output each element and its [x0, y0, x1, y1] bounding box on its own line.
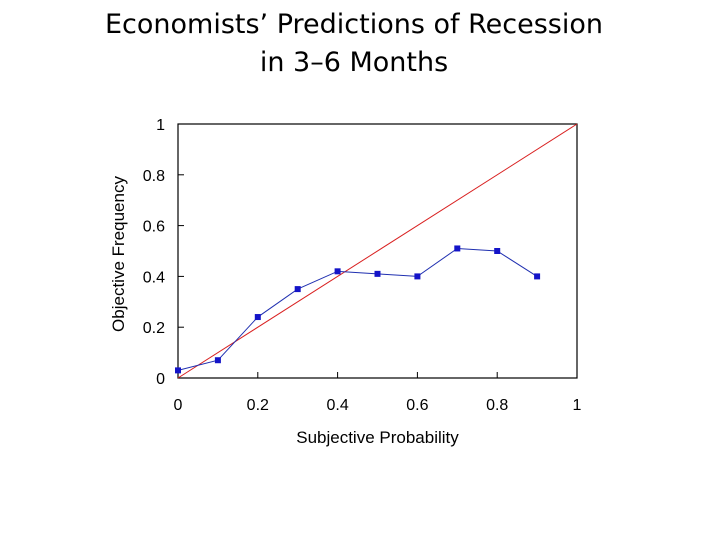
- plot-area: [177, 123, 578, 379]
- y-axis-label: Objective Frequency: [109, 176, 128, 332]
- data-point: [374, 270, 381, 277]
- x-tick-label: 0.6: [406, 397, 428, 414]
- reference-line: [177, 123, 578, 379]
- data-point: [254, 314, 261, 321]
- series-points: [175, 245, 541, 374]
- y-tick-label: 0.8: [143, 168, 165, 185]
- x-tick-label: 0: [174, 397, 183, 414]
- x-tick-label: 1: [573, 397, 582, 414]
- data-point: [334, 268, 341, 275]
- y-tick-label: 1: [156, 117, 165, 134]
- series-line: [177, 247, 538, 371]
- x-axis-label: Subjective Probability: [296, 428, 459, 447]
- x-axis: 0 0.2 0.4 0.6 0.8 1: [174, 372, 582, 414]
- y-tick-label: 0: [156, 371, 165, 388]
- x-tick-label: 0.8: [486, 397, 508, 414]
- x-tick-label: 0.4: [326, 397, 348, 414]
- data-point: [494, 248, 501, 254]
- y-tick-label: 0.6: [143, 219, 165, 236]
- x-tick-label: 0.2: [247, 397, 269, 414]
- y-tick-label: 0.2: [143, 320, 165, 337]
- data-point: [454, 245, 461, 252]
- data-point: [175, 367, 181, 374]
- plot-frame: [177, 123, 578, 379]
- y-axis: 0 0.2 0.4 0.6 0.8 1: [143, 117, 184, 388]
- chart-title-line-2: in 3–6 Months: [259, 47, 449, 78]
- data-point: [214, 357, 221, 364]
- chart-title-line-1: Economists’ Predictions of Recession: [104, 9, 603, 40]
- data-point: [294, 286, 301, 293]
- data-point: [414, 273, 421, 280]
- chart-title: Economists’ Predictions of Recession in …: [0, 6, 708, 82]
- y-tick-label: 0.4: [143, 269, 165, 286]
- data-point: [534, 273, 541, 280]
